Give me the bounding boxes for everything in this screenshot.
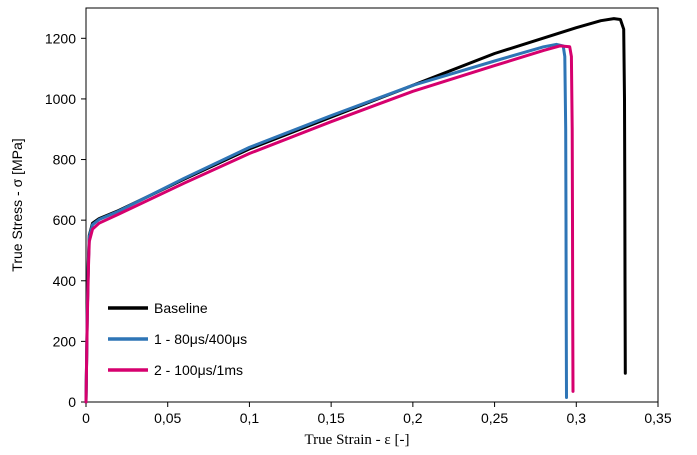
- y-axis-label: True Stress - σ [MPa]: [9, 138, 25, 271]
- x-tick-label: 0,25: [481, 410, 508, 426]
- y-tick-label: 0: [68, 394, 76, 410]
- legend-label: Baseline: [154, 300, 208, 316]
- y-tick-label: 800: [53, 152, 77, 168]
- legend-label: 1 - 80μs/400μs: [154, 331, 247, 347]
- y-tick-label: 400: [53, 273, 77, 289]
- x-tick-label: 0,05: [154, 410, 181, 426]
- x-tick-label: 0,3: [567, 410, 587, 426]
- x-axis-ticks: 0 0,05 0,1 0,15 0,2 0,25 0,3 0,35: [82, 402, 672, 426]
- x-axis-label: True Strain - ε [-]: [305, 432, 410, 448]
- x-tick-label: 0,15: [318, 410, 345, 426]
- y-tick-label: 1200: [45, 30, 76, 46]
- y-tick-label: 1000: [45, 91, 76, 107]
- y-tick-label: 600: [53, 212, 77, 228]
- y-tick-label: 200: [53, 333, 77, 349]
- series-line-2: [84, 42, 568, 404]
- x-tick-label: 0: [82, 410, 90, 426]
- x-tick-label: 0,1: [240, 410, 260, 426]
- x-tick-label: 0,2: [403, 410, 423, 426]
- x-tick-label: 0,35: [644, 410, 671, 426]
- legend-label: 2 - 100μs/1ms: [154, 362, 243, 378]
- series-line-3: [84, 44, 575, 404]
- legend: Baseline 1 - 80μs/400μs 2 - 100μs/1ms: [108, 300, 247, 378]
- series-lines: [84, 17, 627, 404]
- y-axis-ticks: 0 200 400 600 800 1000 1200: [45, 30, 86, 410]
- plot-frame: [85, 7, 659, 403]
